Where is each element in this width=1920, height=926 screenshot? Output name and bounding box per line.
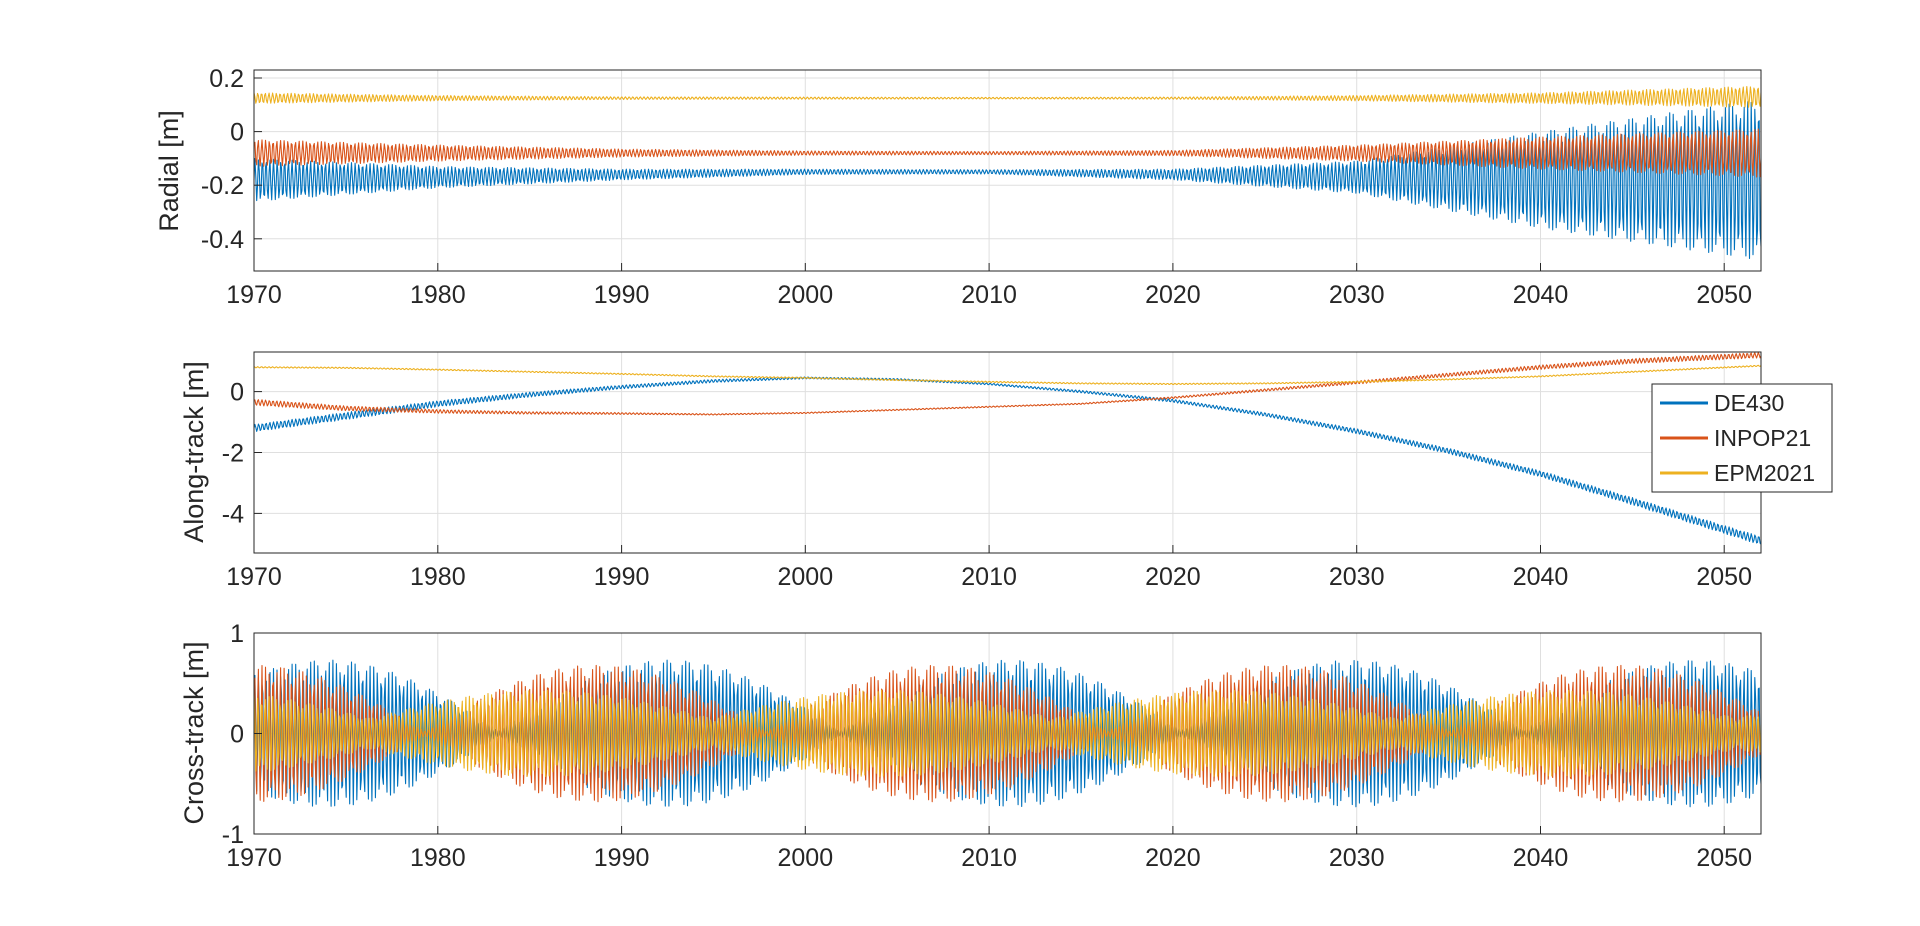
y-axis-label-cross-track: Cross-track [m] <box>179 641 209 824</box>
y-axis-label-along-track: Along-track [m] <box>179 361 209 543</box>
x-tick-label: 2040 <box>1513 844 1569 872</box>
x-tick-label: 2020 <box>1145 281 1201 309</box>
legend-label-de430: DE430 <box>1714 390 1784 416</box>
y-tick-label: 0.2 <box>209 65 244 93</box>
x-tick-label: 2030 <box>1329 844 1385 872</box>
x-tick-label: 2020 <box>1145 844 1201 872</box>
x-tick-label: 1980 <box>410 281 466 309</box>
y-tick-label: 0 <box>230 379 244 407</box>
series-line-epm2021 <box>253 85 1762 108</box>
x-tick-label: 2050 <box>1696 563 1752 591</box>
series-radial <box>253 85 1762 260</box>
x-tick-label: 1980 <box>410 563 466 591</box>
y-tick-label: 0 <box>230 721 244 749</box>
y-tick-label: 1 <box>230 620 244 648</box>
x-tick-label: 2000 <box>777 844 833 872</box>
x-tick-label: 2030 <box>1329 281 1385 309</box>
plot-area-radial <box>254 70 1761 271</box>
series-line-inpop21 <box>253 128 1762 178</box>
legend-label-epm2021: EPM2021 <box>1714 460 1815 486</box>
ticks-cross-track: 1970 1980 1990 2000 2010 2020 2030 2040 2050 1 0 -1 <box>222 620 1752 872</box>
x-tick-label: 2030 <box>1329 563 1385 591</box>
y-tick-label: -1 <box>222 821 244 849</box>
series-line-inpop21 <box>253 351 1762 416</box>
y-tick-label: -0.2 <box>201 172 244 200</box>
panel-along-track: 1970 1980 1990 2000 2010 2020 2030 2040 2050 0 -2 -… <box>179 351 1762 591</box>
x-tick-label: 2040 <box>1513 563 1569 591</box>
ticks-radial: 1970 1980 1990 2000 2010 2020 2030 2040 2050 0.2 0… <box>201 65 1752 309</box>
ticks-along-track: 1970 1980 1990 2000 2010 2020 2030 2040 2050 0 -2 -… <box>222 379 1752 591</box>
series-line-de430 <box>253 376 1762 545</box>
y-axis-label-radial: Radial [m] <box>154 110 184 232</box>
x-tick-label: 2040 <box>1513 281 1569 309</box>
y-tick-label: -4 <box>222 500 244 528</box>
x-tick-label: 1970 <box>226 563 282 591</box>
x-tick-label: 1990 <box>594 281 650 309</box>
x-tick-label: 2000 <box>777 281 833 309</box>
x-tick-label: 2050 <box>1696 281 1752 309</box>
x-tick-label: 2010 <box>961 563 1017 591</box>
panel-radial: 1970 1980 1990 2000 2010 2020 2030 2040 2050 0.2 0… <box>154 65 1762 309</box>
x-tick-label: 1990 <box>594 844 650 872</box>
legend: DE430 INPOP21 EPM2021 <box>1651 383 1833 493</box>
series-line-epm2021 <box>253 689 1762 778</box>
x-tick-label: 1980 <box>410 844 466 872</box>
series-line-epm2021 <box>253 364 1762 386</box>
x-tick-label: 2050 <box>1696 844 1752 872</box>
panel-cross-track: 1970 1980 1990 2000 2010 2020 2030 2040 2050 1 0 -1… <box>179 620 1762 872</box>
x-tick-label: 2010 <box>961 844 1017 872</box>
x-tick-label: 2020 <box>1145 563 1201 591</box>
y-tick-label: 0 <box>230 119 244 147</box>
series-cross-track <box>253 659 1762 808</box>
x-tick-label: 1970 <box>226 844 282 872</box>
axes-box-radial <box>253 69 1762 272</box>
x-tick-label: 2010 <box>961 281 1017 309</box>
series-along-track <box>253 351 1762 545</box>
x-tick-label: 1970 <box>226 281 282 309</box>
y-tick-label: -2 <box>222 440 244 468</box>
x-tick-label: 1990 <box>594 563 650 591</box>
y-tick-label: -0.4 <box>201 226 244 254</box>
legend-label-inpop21: INPOP21 <box>1714 425 1811 451</box>
grid-radial <box>253 70 1761 271</box>
x-tick-label: 2000 <box>777 563 833 591</box>
